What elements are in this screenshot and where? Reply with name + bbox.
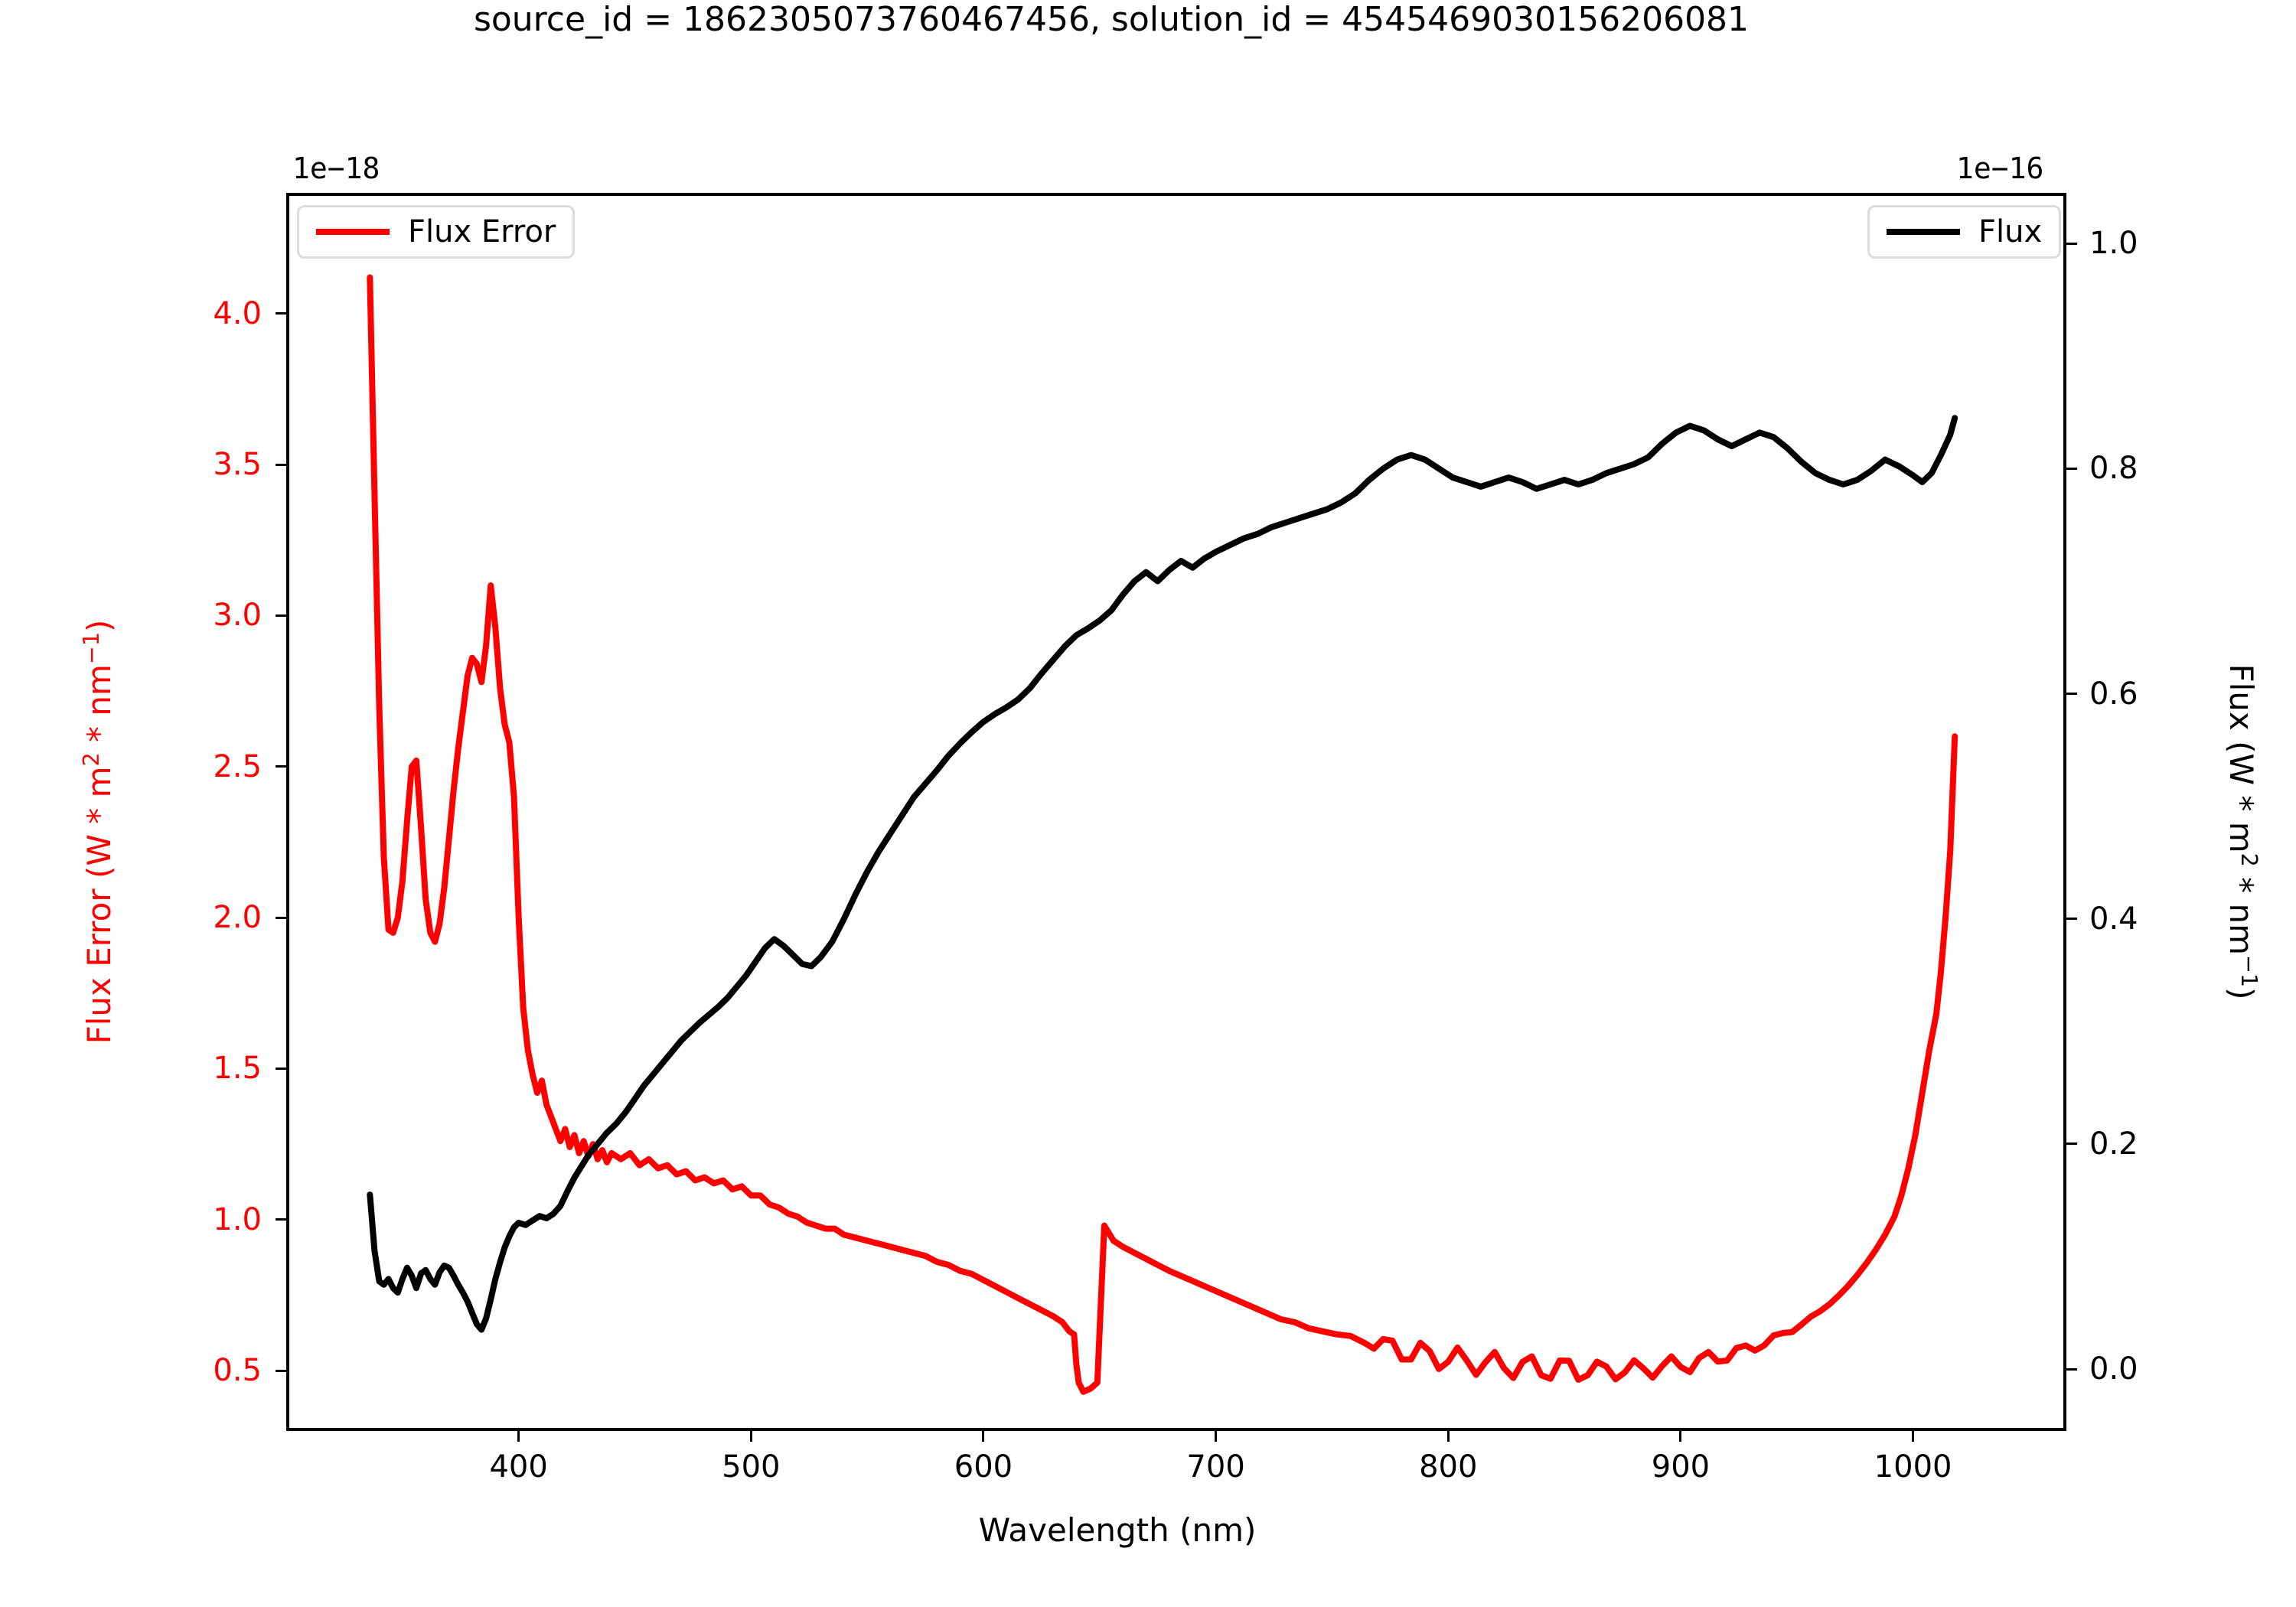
right-y-tick-mark	[2066, 1143, 2077, 1146]
left-y-tick-label: 3.0	[213, 598, 262, 634]
right-y-tick-mark	[2066, 918, 2077, 921]
left-y-tick-label: 2.5	[213, 748, 262, 784]
x-tick-label: 700	[1186, 1449, 1245, 1485]
left-y-tick-label: 2.0	[213, 900, 262, 936]
right-y-tick-label: 0.8	[2089, 451, 2138, 487]
legend-flux-error-line-swatch	[316, 229, 390, 235]
x-tick-mark	[1679, 1431, 1682, 1442]
left-y-tick-label: 1.0	[213, 1201, 262, 1237]
left-y-tick-mark	[276, 1369, 286, 1372]
legend-flux-label: Flux	[1978, 214, 2043, 249]
left-y-tick-mark	[276, 1067, 286, 1070]
left-axis-exponent-label: 1e−18	[292, 152, 380, 185]
legend-flux-error[interactable]: Flux Error	[297, 205, 576, 259]
legend-flux[interactable]: Flux	[1867, 205, 2062, 259]
right-y-axis-label-text: Flux (W * m2 * nm−1)	[2223, 663, 2262, 1000]
left-y-tick-mark	[276, 1218, 286, 1221]
x-tick-label: 600	[954, 1449, 1013, 1485]
x-tick-mark	[517, 1431, 520, 1442]
x-tick-label: 400	[489, 1449, 548, 1485]
flux-error-line-path	[367, 274, 1958, 1395]
right-y-axis-label: Flux (W * m2 * nm−1)	[2223, 449, 2262, 1214]
right-y-tick-mark	[2066, 1367, 2077, 1371]
legend-flux-line-swatch	[1887, 229, 1960, 235]
plot-title-text: source_id = 1862305073760467456, solutio…	[473, 0, 1750, 39]
page-title: source_id = 1862305073760467456, solutio…	[0, 0, 2296, 39]
x-tick-label: 900	[1651, 1449, 1711, 1485]
legend-flux-error-label: Flux Error	[408, 214, 556, 249]
flux-error-curve	[367, 274, 1958, 1395]
right-y-tick-label: 0.0	[2089, 1351, 2138, 1387]
x-tick-label: 800	[1419, 1449, 1478, 1485]
right-y-tick-mark	[2066, 242, 2077, 245]
left-y-axis-label: Flux Error (W * m2 * nm−1)	[78, 449, 118, 1214]
left-y-tick-label: 3.5	[213, 447, 262, 483]
right-y-tick-mark	[2066, 693, 2077, 696]
left-y-tick-label: 4.0	[213, 295, 262, 331]
x-tick-mark	[1446, 1431, 1450, 1442]
x-tick-label: 500	[722, 1449, 781, 1485]
left-y-tick-label: 0.5	[213, 1353, 262, 1389]
x-tick-mark	[1912, 1431, 1915, 1442]
right-y-tick-mark	[2066, 467, 2077, 470]
x-axis-label-text: Wavelength (nm)	[978, 1511, 1257, 1549]
x-tick-mark	[1215, 1431, 1218, 1442]
x-tick-mark	[982, 1431, 985, 1442]
plot-frame	[286, 193, 2066, 1431]
right-y-tick-label: 0.4	[2089, 901, 2138, 937]
left-y-tick-mark	[276, 916, 286, 919]
left-y-tick-label: 1.5	[213, 1051, 262, 1087]
right-y-tick-label: 1.0	[2089, 226, 2138, 262]
right-axis-exponent-label: 1e−16	[1956, 152, 2044, 185]
left-y-tick-mark	[276, 312, 286, 315]
x-tick-label: 1000	[1874, 1449, 1952, 1485]
left-y-tick-mark	[276, 614, 286, 617]
x-axis-label: Wavelength (nm)	[0, 1511, 2296, 1549]
left-y-tick-mark	[276, 463, 286, 466]
right-y-tick-label: 0.6	[2089, 676, 2138, 712]
left-y-tick-mark	[276, 765, 286, 768]
right-y-tick-label: 0.2	[2089, 1126, 2138, 1162]
flux-line-path	[367, 415, 1958, 1333]
flux-curve	[367, 415, 1958, 1333]
x-tick-mark	[749, 1431, 752, 1442]
left-y-axis-label-text: Flux Error (W * m2 * nm−1)	[78, 619, 118, 1045]
